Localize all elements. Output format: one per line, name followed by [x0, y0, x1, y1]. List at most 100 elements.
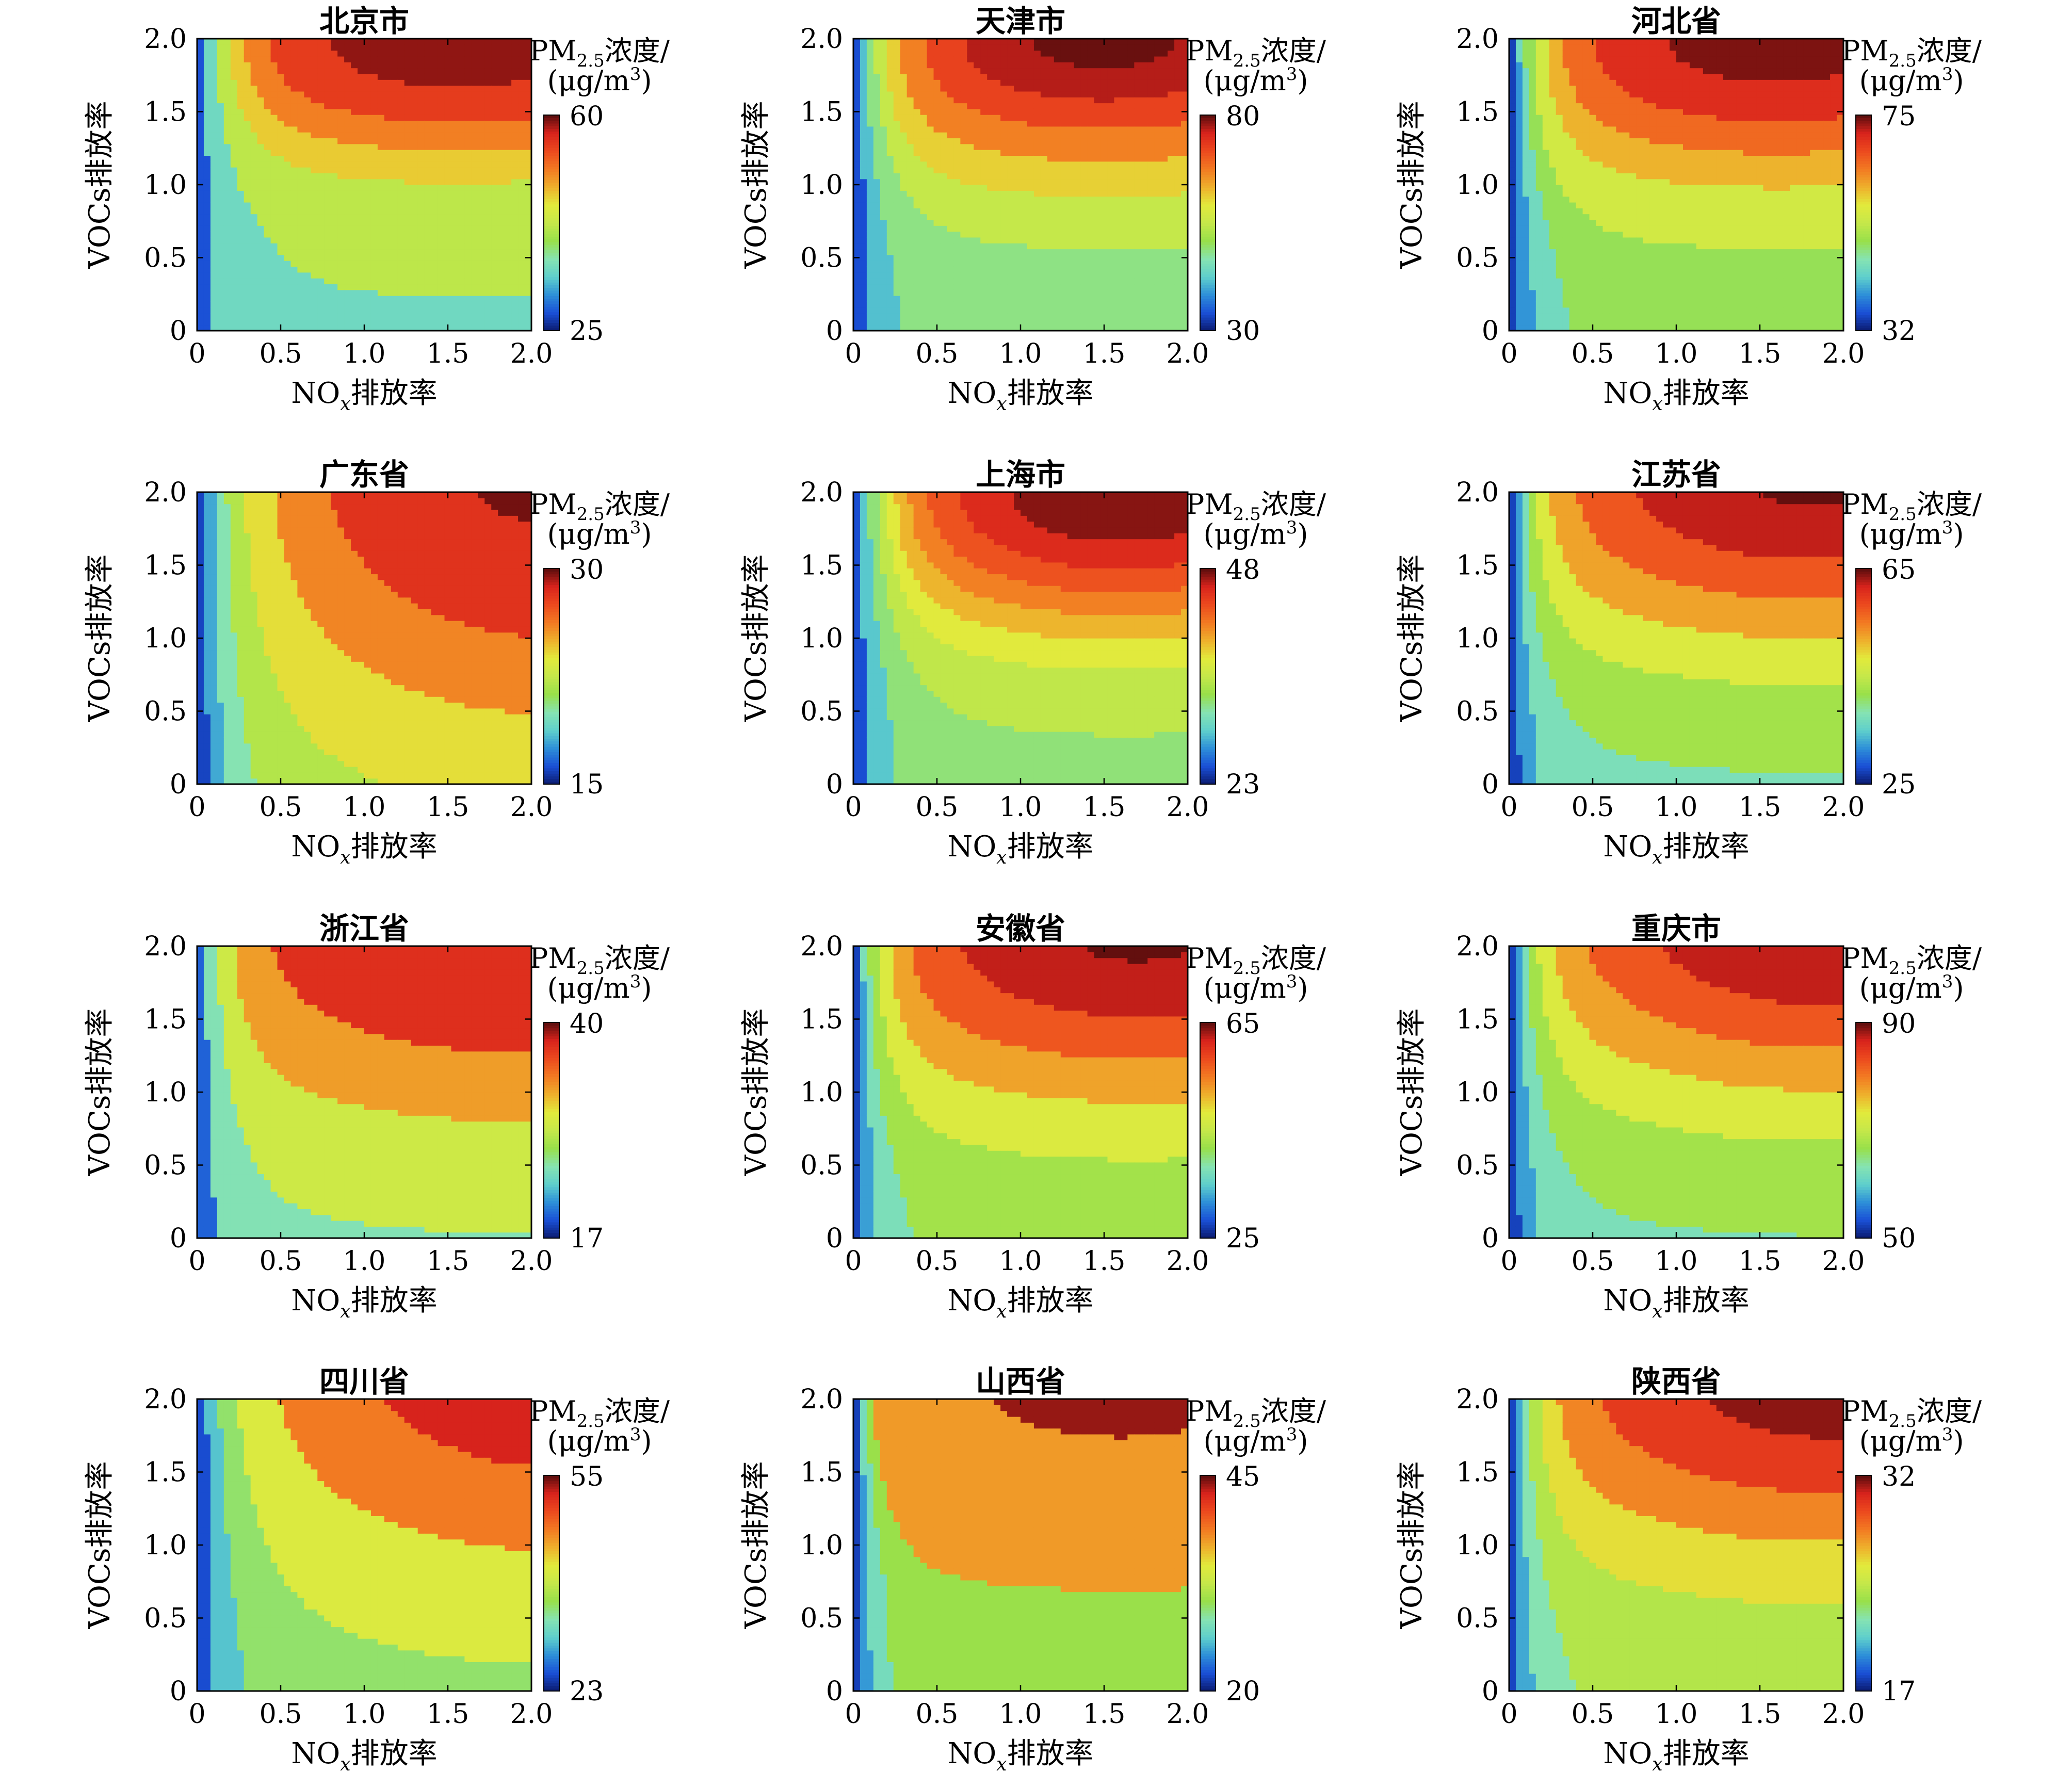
contour-cell — [304, 108, 311, 115]
contour-cell — [987, 231, 994, 238]
contour-cell — [324, 108, 331, 115]
contour-cell — [230, 254, 238, 261]
contour-cell — [1040, 208, 1048, 215]
contour-cell — [1134, 284, 1141, 290]
contour-cell — [250, 138, 258, 144]
contour-cell — [438, 272, 445, 279]
contour-cell — [900, 225, 908, 232]
contour-cell — [257, 68, 265, 74]
contour-cell — [980, 132, 988, 139]
contour-cell — [511, 214, 519, 220]
contour-cell — [1000, 91, 1008, 97]
contour-cell — [331, 167, 338, 173]
contour-cell — [498, 132, 505, 139]
contour-cell — [511, 249, 519, 255]
contour-cell — [284, 62, 292, 69]
contour-cell — [866, 243, 874, 250]
contour-cell — [913, 254, 921, 261]
contour-cell — [210, 278, 218, 285]
contour-cell — [257, 237, 265, 243]
contour-cell — [960, 132, 967, 139]
contour-cell — [505, 214, 512, 220]
contour-cell — [397, 289, 405, 296]
contour-cell — [974, 68, 981, 74]
contour-cell — [391, 161, 398, 168]
contour-cell — [1060, 91, 1068, 97]
contour-cell — [960, 278, 967, 285]
contour-cell — [1007, 307, 1014, 314]
contour-cell — [297, 138, 304, 144]
contour-cell — [444, 272, 452, 279]
contour-cell — [304, 126, 311, 133]
contour-cell — [1021, 56, 1028, 62]
contour-cell — [525, 196, 532, 203]
contour-cell — [1168, 284, 1175, 290]
contour-cell — [1154, 284, 1161, 290]
contour-cell — [203, 161, 211, 168]
contour-cell — [264, 319, 271, 326]
contour-cell — [525, 126, 532, 133]
contour-cell — [893, 143, 901, 150]
contour-cell — [1074, 296, 1081, 302]
contour-cell — [384, 178, 392, 185]
contour-cell — [1147, 185, 1155, 191]
contour-cell — [404, 296, 412, 302]
contour-cell — [953, 138, 961, 144]
contour-cell — [391, 266, 398, 273]
contour-cell — [458, 289, 465, 296]
contour-cell — [860, 161, 867, 168]
contour-cell — [1007, 161, 1014, 168]
contour-cell — [873, 103, 881, 109]
contour-cell — [471, 231, 478, 238]
contour-cell — [458, 97, 465, 104]
contour-cell — [411, 324, 418, 331]
contour-cell — [1094, 249, 1102, 255]
contour-cell — [311, 173, 318, 180]
contour-cell — [391, 208, 398, 215]
contour-cell — [511, 272, 519, 279]
contour-cell — [505, 150, 512, 156]
contour-cell — [257, 85, 265, 92]
contour-cell — [980, 178, 988, 185]
contour-cell — [364, 178, 371, 185]
contour-cell — [344, 278, 351, 285]
contour-cell — [933, 50, 941, 57]
contour-cell — [1094, 214, 1102, 220]
contour-cell — [464, 79, 472, 86]
contour-cell — [270, 296, 278, 302]
contour-cell — [974, 97, 981, 104]
contour-cell — [364, 39, 371, 45]
contour-cell — [893, 108, 901, 115]
contour-cell — [906, 178, 914, 185]
contour-cell — [1060, 167, 1068, 173]
contour-cell — [471, 155, 478, 162]
contour-cell — [438, 313, 445, 319]
contour-cell — [1021, 143, 1028, 150]
contour-cell — [960, 254, 967, 261]
contour-cell — [866, 190, 874, 197]
contour-cell — [880, 50, 887, 57]
contour-cell — [967, 231, 974, 238]
contour-cell — [223, 39, 231, 45]
contour-cell — [391, 150, 398, 156]
contour-cell — [478, 150, 485, 156]
contour-cell — [277, 243, 285, 250]
contour-cell — [1127, 97, 1135, 104]
contour-cell — [370, 319, 378, 326]
contour-cell — [417, 324, 425, 331]
contour-cell — [927, 261, 934, 267]
contour-cell — [1154, 62, 1161, 69]
contour-cell — [391, 324, 398, 331]
contour-cell — [1141, 132, 1148, 139]
contour-cell — [953, 120, 961, 127]
contour-cell — [1121, 39, 1128, 45]
contour-cell — [358, 196, 365, 203]
contour-cell — [370, 115, 378, 121]
colorbar-max-label: 60 — [570, 101, 604, 132]
contour-cell — [197, 97, 204, 104]
contour-cell — [1114, 190, 1121, 197]
contour-cell — [478, 301, 485, 308]
contour-cell — [860, 185, 867, 191]
contour-cell — [284, 225, 292, 232]
contour-cell — [1147, 39, 1155, 45]
